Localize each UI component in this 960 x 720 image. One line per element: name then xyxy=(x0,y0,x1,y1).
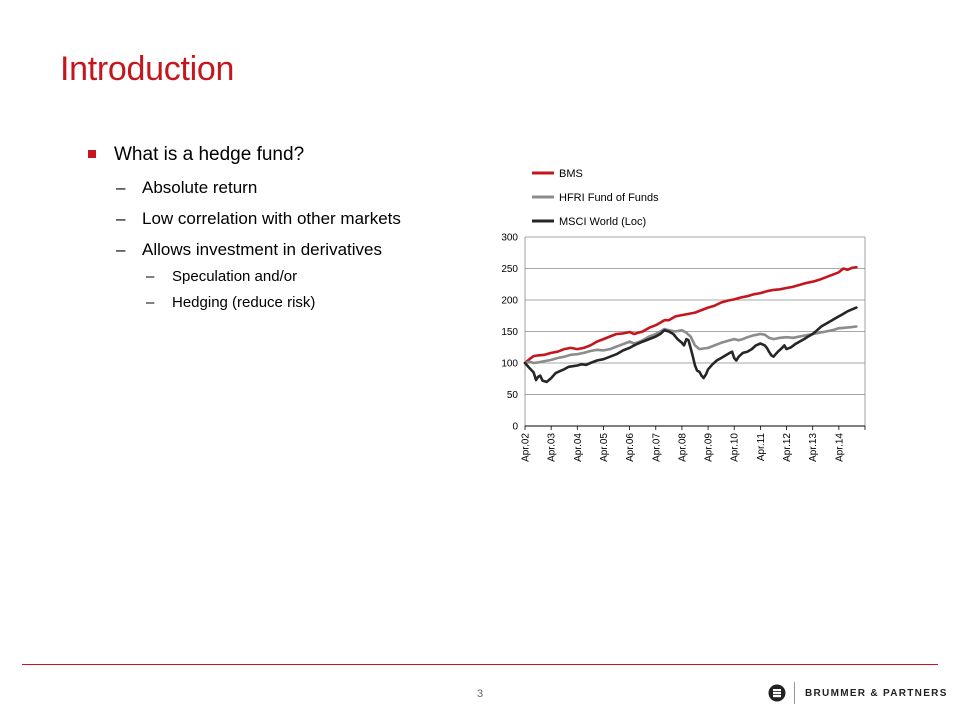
bullet-level1: What is a hedge fund? xyxy=(88,142,488,168)
x-tick-label: Apr.08 xyxy=(677,433,688,462)
footer-divider xyxy=(22,664,938,665)
dash-bullet: – xyxy=(116,178,126,197)
x-tick-label: Apr.06 xyxy=(625,433,636,462)
bullet-text: What is a hedge fund? xyxy=(114,144,305,165)
bullet-list: What is a hedge fund? – Absolute return … xyxy=(88,142,488,313)
x-tick-label: Apr.13 xyxy=(808,433,819,462)
square-bullet-icon xyxy=(88,150,96,158)
brand-logo: BRUMMER & PARTNERS xyxy=(768,680,948,706)
brand-name: BRUMMER & PARTNERS xyxy=(805,687,948,699)
x-tick-label: Apr.11 xyxy=(756,433,767,462)
page-number: 3 xyxy=(476,688,484,700)
bullet-text: Absolute return xyxy=(142,178,258,197)
bullet-text: Low correlation with other markets xyxy=(142,209,401,228)
bullet-level2: – Low correlation with other markets xyxy=(88,208,488,230)
bullet-text: Speculation and/or xyxy=(172,268,298,285)
bullet-level2: – Allows investment in derivatives xyxy=(88,239,488,261)
dash-bullet: – xyxy=(146,294,155,311)
line-chart: 0 50 100 150 200 250 300 Apr.02 Apr.03 Apr.04 Apr.… xyxy=(501,168,866,462)
brand-logo-icon xyxy=(768,684,786,702)
x-tick-label: Apr.10 xyxy=(730,433,741,462)
y-tick-label: 300 xyxy=(501,233,518,244)
dash-bullet: – xyxy=(116,209,126,228)
legend-label: HFRI Fund of Funds xyxy=(559,192,659,204)
y-tick-label: 100 xyxy=(501,359,518,370)
x-tick-label: Apr.07 xyxy=(651,433,662,462)
legend-label: MSCI World (Loc) xyxy=(559,216,646,228)
y-tick-label: 50 xyxy=(507,390,519,401)
dash-bullet: – xyxy=(146,268,155,285)
logo-separator xyxy=(794,682,795,704)
series-line xyxy=(523,325,858,365)
x-tick-label: Apr.02 xyxy=(521,433,532,462)
dash-bullet: – xyxy=(116,240,126,259)
legend-label: BMS xyxy=(559,168,583,180)
x-tick-label: Apr.05 xyxy=(599,433,610,462)
bullet-text: Hedging (reduce risk) xyxy=(172,294,316,311)
y-tick-label: 0 xyxy=(512,422,518,433)
x-tick-label: Apr.12 xyxy=(782,433,793,462)
y-tick-label: 250 xyxy=(501,264,518,275)
series-line xyxy=(523,265,858,365)
x-tick-label: Apr.04 xyxy=(573,433,584,462)
bullet-level2: – Absolute return xyxy=(88,177,488,199)
slide-title: Introduction xyxy=(60,50,235,88)
y-tick-label: 200 xyxy=(501,296,518,307)
series-line xyxy=(523,306,858,384)
x-tick-label: Apr.09 xyxy=(704,433,715,462)
bullet-level3: – Hedging (reduce risk) xyxy=(88,293,488,313)
bullet-text: Allows investment in derivatives xyxy=(142,240,382,259)
x-tick-label: Apr.14 xyxy=(834,433,845,462)
y-tick-label: 150 xyxy=(501,327,518,338)
bullet-level3: – Speculation and/or xyxy=(88,267,488,287)
x-tick-label: Apr.03 xyxy=(547,433,558,462)
